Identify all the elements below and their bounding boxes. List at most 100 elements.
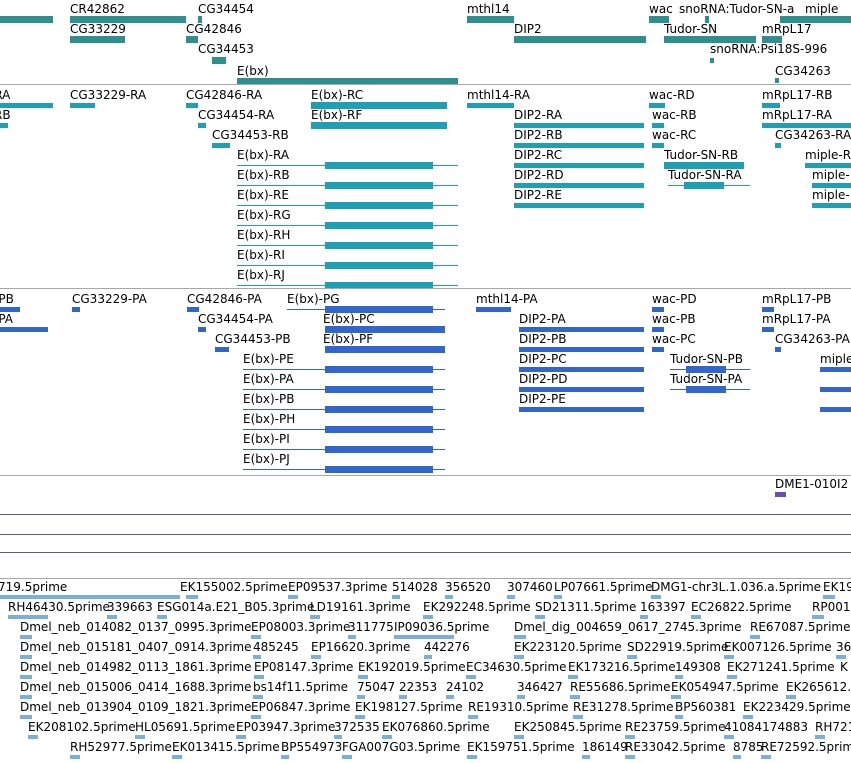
est-feature[interactable]	[157, 615, 167, 619]
gene-bar[interactable]	[664, 36, 756, 43]
est-feature[interactable]	[675, 715, 683, 719]
est-feature[interactable]	[392, 595, 400, 599]
protein-exon[interactable]	[519, 327, 644, 332]
est-feature[interactable]	[8, 615, 48, 619]
proteins-feature-label[interactable]: mRpL17-PA	[762, 312, 831, 326]
transcripts-feature-label[interactable]: wac-RC	[652, 128, 697, 142]
est-feature[interactable]	[310, 615, 320, 619]
exon[interactable]	[762, 123, 851, 128]
gene-bar[interactable]	[212, 57, 226, 64]
transcripts-feature-label[interactable]: CG42846-RA	[186, 88, 263, 102]
gene-bar[interactable]	[762, 36, 782, 43]
ests-feature-label[interactable]: K	[840, 660, 848, 674]
ests-feature-label[interactable]: 22353	[399, 680, 438, 694]
transcripts-feature-label[interactable]: E(bx)-RF	[311, 108, 363, 122]
ests-feature-label[interactable]: EP16620.3prime	[311, 640, 411, 654]
transcripts-feature-label[interactable]: DIP2-RB	[514, 128, 563, 142]
transcripts-feature-label[interactable]: mthl14-RA	[467, 88, 530, 102]
proteins-feature-label[interactable]: miple	[820, 352, 851, 366]
est-feature[interactable]	[358, 675, 368, 679]
ests-feature-label[interactable]: 346427	[517, 680, 563, 694]
proteins-feature-label[interactable]: DIP2-PC	[519, 352, 567, 366]
protein-exon[interactable]	[820, 407, 851, 412]
ests-feature-label[interactable]: 356520	[445, 580, 491, 594]
exon[interactable]	[775, 143, 781, 148]
est-feature[interactable]	[355, 715, 365, 719]
gene-bar[interactable]	[186, 36, 198, 43]
protein-exon[interactable]	[325, 386, 433, 393]
protein-exon[interactable]	[0, 307, 20, 312]
ests-feature-label[interactable]: HL05691.5prime	[135, 720, 236, 734]
transcripts-feature-label[interactable]: E(bx)-RG	[237, 208, 291, 222]
ests-feature-label[interactable]: RE55686.5prime	[570, 680, 671, 694]
transcripts-feature-label[interactable]: RB	[0, 108, 11, 122]
gene-bar[interactable]	[514, 36, 646, 43]
transcripts-feature-label[interactable]: miple-R	[805, 148, 851, 162]
transcripts-feature-label[interactable]: wac-RD	[649, 88, 695, 102]
gene-bar[interactable]	[237, 78, 458, 85]
proteins-feature-label[interactable]: wac-PC	[652, 332, 696, 346]
ests-feature-label[interactable]: EP03947.3prime	[236, 720, 336, 734]
ests-feature-label[interactable]: ESG014a.E21_B05.3prime	[157, 600, 315, 614]
ests-feature-label[interactable]: EK013415.5prime	[172, 740, 280, 754]
protein-exon[interactable]	[762, 307, 774, 312]
est-feature[interactable]	[20, 695, 32, 699]
est-feature[interactable]	[514, 735, 524, 739]
exon[interactable]	[664, 162, 744, 169]
exon[interactable]	[325, 182, 433, 189]
exon[interactable]	[514, 203, 644, 208]
ests-feature-label[interactable]: EK054947.5prime	[671, 680, 779, 694]
proteins-feature-label[interactable]: E(bx)-PB	[243, 392, 295, 406]
protein-exon[interactable]	[325, 346, 445, 353]
exon[interactable]	[325, 202, 433, 209]
proteins-feature-label[interactable]: CG34263-PA	[775, 332, 850, 346]
ests-feature-label[interactable]: 75047	[357, 680, 396, 694]
proteins-feature-label[interactable]: E(bx)-PI	[243, 432, 290, 446]
repeat-feature[interactable]	[775, 492, 786, 497]
protein-exon[interactable]	[519, 347, 644, 352]
est-feature[interactable]	[815, 735, 825, 739]
exon[interactable]	[812, 203, 851, 208]
proteins-feature-label[interactable]: DIP2-PE	[519, 392, 566, 406]
transcripts-feature-label[interactable]: CG33229-RA	[70, 88, 147, 102]
est-feature[interactable]	[514, 655, 524, 659]
transcripts-feature-label[interactable]: DIP2-RE	[514, 188, 562, 202]
exon[interactable]	[325, 222, 433, 229]
est-feature[interactable]	[186, 595, 198, 599]
exon[interactable]	[684, 182, 724, 189]
genes-feature-label[interactable]: CG42846	[186, 22, 242, 36]
proteins-feature-label[interactable]: wac-PB	[652, 312, 696, 326]
est-feature[interactable]	[20, 715, 32, 719]
ests-feature-label[interactable]: EP08003.3prime	[251, 620, 351, 634]
exon[interactable]	[514, 123, 644, 128]
proteins-feature-label[interactable]: E(bx)-PE	[243, 352, 294, 366]
genes-feature-label[interactable]: CG34454	[198, 2, 254, 16]
est-feature[interactable]	[568, 675, 578, 679]
proteins-feature-label[interactable]: -PB	[0, 292, 14, 306]
protein-exon[interactable]	[325, 446, 433, 453]
est-feature[interactable]	[382, 735, 392, 739]
transcripts-feature-label[interactable]: CG34453-RB	[212, 128, 289, 142]
ests-feature-label[interactable]: EK208102.5prime	[28, 720, 136, 734]
exon[interactable]	[198, 123, 206, 128]
proteins-feature-label[interactable]: E(bx)-PJ	[243, 452, 290, 466]
ests-feature-label[interactable]: Dmel_neb_013904_0109_1821.3prime	[20, 700, 252, 714]
ests-feature-label[interactable]: SD22919.5prime	[627, 640, 729, 654]
gene-bar[interactable]	[0, 16, 53, 23]
proteins-feature-label[interactable]: E(bx)-PG	[287, 292, 340, 306]
protein-exon[interactable]	[325, 306, 433, 313]
ests-feature-label[interactable]: EK223429.5prime	[743, 700, 851, 714]
ests-feature-label[interactable]: 36	[836, 640, 851, 654]
est-feature[interactable]	[625, 735, 635, 739]
est-feature[interactable]	[651, 595, 661, 599]
ests-feature-label[interactable]: EK292248.5prime	[423, 600, 531, 614]
gene-bar[interactable]	[70, 16, 186, 23]
est-feature[interactable]	[675, 675, 683, 679]
gene-bar[interactable]	[649, 16, 669, 23]
genes-feature-label[interactable]: E(bx)	[237, 64, 269, 78]
est-feature[interactable]	[514, 635, 526, 639]
transcripts-feature-label[interactable]: E(bx)-RI	[237, 248, 285, 262]
est-feature[interactable]	[28, 735, 38, 739]
transcripts-feature-label[interactable]: DIP2-RC	[514, 148, 563, 162]
proteins-feature-label[interactable]: CG34454-PA	[198, 312, 273, 326]
